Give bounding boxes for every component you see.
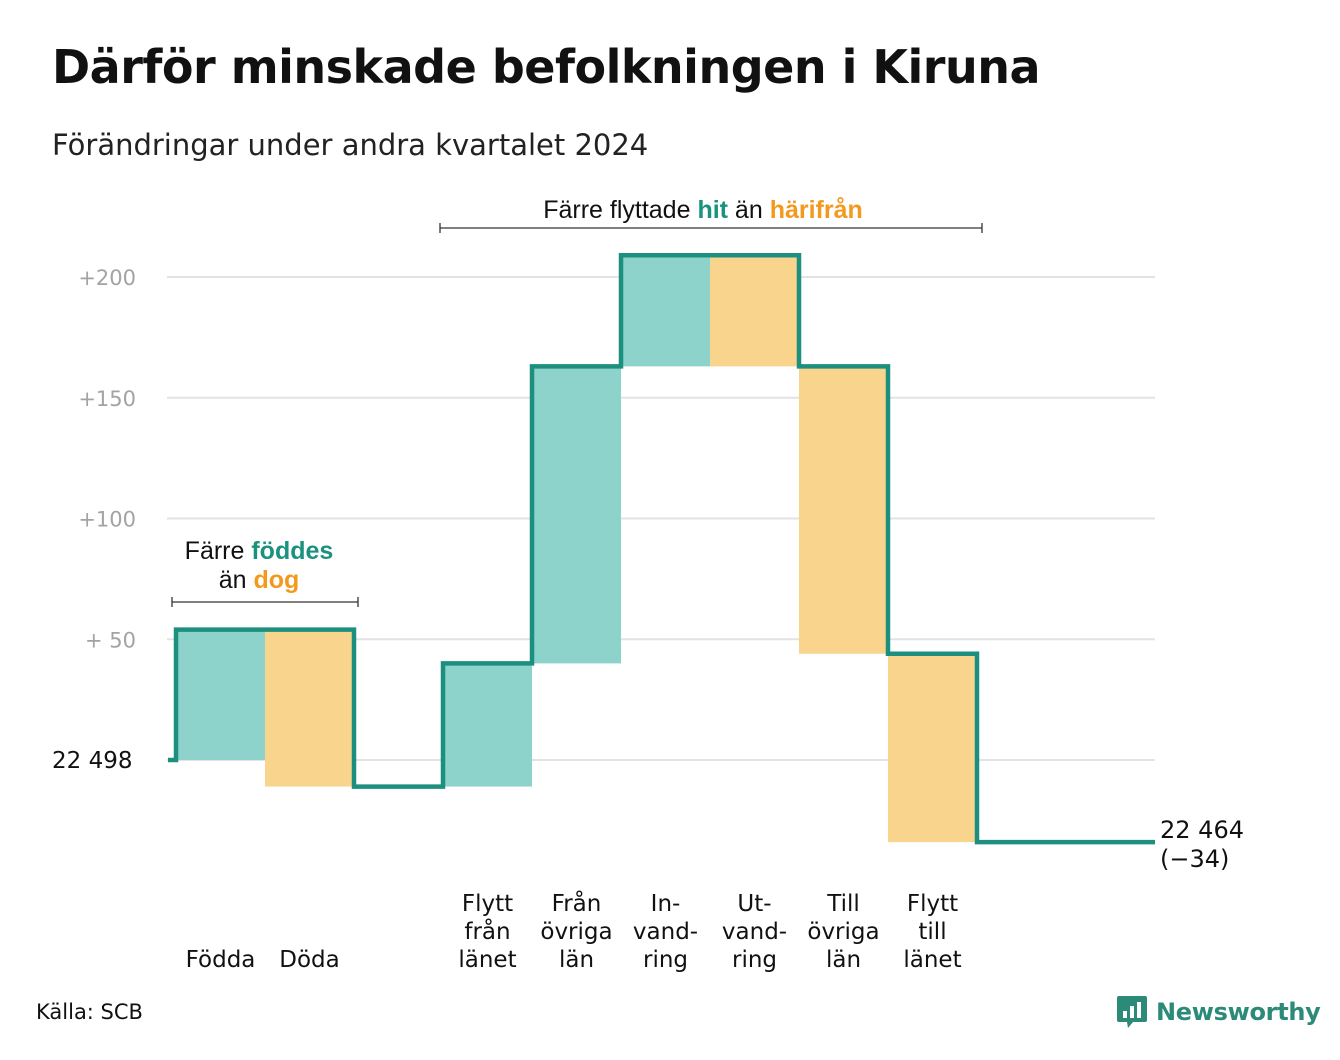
migration-annotation-bracket: [439, 223, 983, 233]
y-tick-label: +200: [78, 266, 136, 290]
migration-annotation: Färre flyttade hit än härifrån: [439, 196, 983, 233]
category-label: övriga: [807, 919, 879, 945]
category-label: Till: [826, 891, 860, 917]
category-label: från: [464, 917, 510, 945]
category-label: Från: [552, 889, 602, 917]
category-label: övriga: [540, 919, 612, 945]
category-label: län: [826, 947, 861, 973]
svg-text:Färre flyttade hit än härifrån: Färre flyttade hit än härifrån: [543, 196, 863, 224]
category-label: Flytt: [907, 891, 958, 917]
births-annotation-text: Färre: [185, 537, 252, 565]
bars: [176, 255, 977, 843]
y-tick-label: +100: [78, 508, 136, 532]
category-label: vand-: [722, 919, 787, 945]
bar-utvandring: [710, 255, 799, 367]
start-value-label: 22 498: [52, 748, 132, 774]
bar-flytt_fran_lanet: [443, 663, 532, 787]
category-label: Ut-: [737, 891, 771, 917]
bar-doda: [265, 629, 354, 787]
category-label: Döda: [279, 947, 339, 973]
bar-fran_ovriga_lan: [532, 366, 621, 664]
svg-text:Färre föddes: Färre föddes: [185, 537, 334, 565]
births-annotation-bracket: [171, 597, 359, 607]
bar-till_ovriga_lan: [799, 366, 888, 654]
category-label: In-: [651, 891, 681, 917]
births-annotation-text-2: än: [219, 566, 254, 594]
migration-annotation-highlight: hit: [697, 196, 728, 224]
newsworthy-logo-icon: [1117, 996, 1147, 1028]
migration-annotation-highlight-2: härifrån: [770, 196, 863, 224]
births-annotation-highlight: föddes: [251, 537, 333, 565]
category-label: Födda: [186, 947, 256, 973]
chart-title: Därför minskade befolkningen i Kiruna: [52, 40, 1041, 94]
births-annotation: Färre föddes än dog: [171, 537, 359, 607]
source-note: Källa: SCB: [36, 1000, 143, 1024]
chart-subtitle: Förändringar under andra kvartalet 2024: [52, 128, 649, 162]
end-change-label: (−34): [1160, 845, 1229, 873]
end-value-label: 22 464: [1160, 816, 1244, 844]
running-total-line: [168, 253, 1155, 845]
births-annotation-highlight-2: dog: [253, 566, 299, 594]
category-label: Flytt: [462, 891, 513, 917]
svg-text:än dog: än dog: [219, 566, 300, 594]
category-label: ring: [732, 947, 777, 973]
category-label: län: [559, 947, 594, 973]
category-label: länet: [903, 947, 961, 973]
y-tick-label: +150: [78, 387, 136, 411]
category-label: vand-: [633, 919, 698, 945]
bar-invandring: [621, 255, 710, 367]
migration-annotation-text: Färre flyttade: [543, 196, 697, 224]
migration-annotation-text-2: än: [728, 196, 770, 224]
brand-name: Newsworthy: [1156, 998, 1321, 1026]
bar-fodda: [176, 629, 265, 760]
category-label: länet: [458, 947, 516, 973]
category-label: till: [918, 919, 946, 945]
step-line: [168, 253, 1155, 845]
y-tick-label: + 50: [85, 628, 136, 652]
category-label: ring: [643, 947, 688, 973]
brand-logo[interactable]: Newsworthy: [1116, 994, 1321, 1030]
bar-flytt_till_lanet: [888, 653, 977, 843]
